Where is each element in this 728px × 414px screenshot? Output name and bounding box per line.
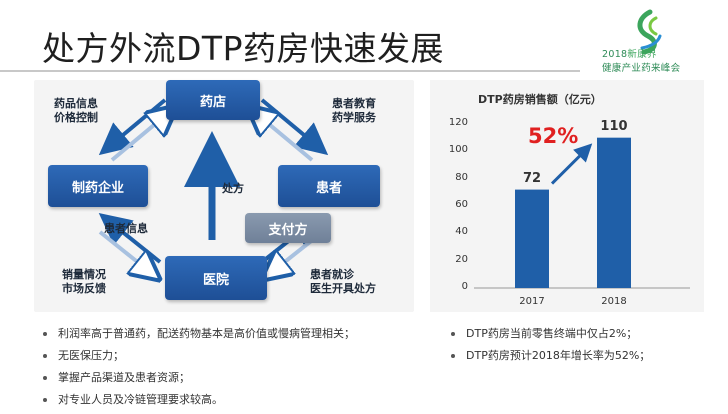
label-drug-info: 药品信息 价格控制 [54, 97, 98, 124]
bar-value-label: 110 [600, 118, 628, 134]
node-manufacturer: 制药企业 [48, 165, 148, 207]
bullet-list-left: 利润率高于普通药，配送药物基本是高价值或慢病管理相关； 无医保压力； 掌握产品渠… [40, 326, 355, 414]
y-tick-label: 40 [455, 226, 468, 238]
list-item: 掌握产品渠道及患者资源； [40, 370, 355, 385]
y-tick-label: 100 [448, 144, 468, 156]
y-tick-label: 120 [448, 117, 468, 128]
label-prescription: 处方 [222, 182, 244, 195]
list-item: 无医保压力； [40, 348, 355, 363]
list-item: 对专业人员及冷链管理要求较高。 [40, 392, 355, 407]
node-payer: 支付方 [245, 213, 331, 243]
chart-panel [430, 80, 704, 312]
label-sales-feedback: 销量情况 市场反馈 [62, 268, 106, 295]
label-patient-info: 患者信息 [104, 222, 148, 235]
y-tick-label: 0 [461, 281, 468, 292]
list-item: 利润率高于普通药，配送药物基本是高价值或慢病管理相关； [40, 326, 355, 341]
x-tick-label: 2017 [519, 296, 545, 307]
node-pharmacy: 药店 [166, 80, 260, 120]
growth-arrow-icon [550, 143, 593, 185]
label-patient-education: 患者教育 药学服务 [332, 97, 376, 124]
chart-title: DTP药房销售额（亿元） [478, 93, 602, 106]
list-item: DTP药房当前零售终端中仅占2%； [448, 326, 650, 341]
node-hospital: 医院 [165, 256, 267, 300]
label-patient-visit: 患者就诊 医生开具处方 [310, 268, 376, 295]
summit-logo-icon [637, 9, 662, 55]
y-tick-label: 20 [455, 253, 468, 265]
growth-annotation: 52% [528, 124, 579, 148]
page-title: 处方外流DTP药房快速发展 [42, 29, 444, 68]
x-tick-label: 2018 [601, 296, 627, 307]
list-item: DTP药房预计2018年增长率为52%； [448, 348, 650, 363]
summit-logo-text: 2018新康界 健康产业药来峰会 [602, 49, 681, 74]
node-patient: 患者 [278, 165, 380, 207]
bar-2017 [515, 189, 549, 288]
bar-2018 [597, 137, 631, 288]
bar-value-label: 72 [522, 170, 542, 186]
y-tick-label: 80 [455, 171, 468, 183]
bullet-list-right: DTP药房当前零售终端中仅占2%； DTP药房预计2018年增长率为52%； [448, 326, 650, 370]
title-divider [0, 70, 580, 72]
y-tick-label: 60 [455, 199, 468, 210]
